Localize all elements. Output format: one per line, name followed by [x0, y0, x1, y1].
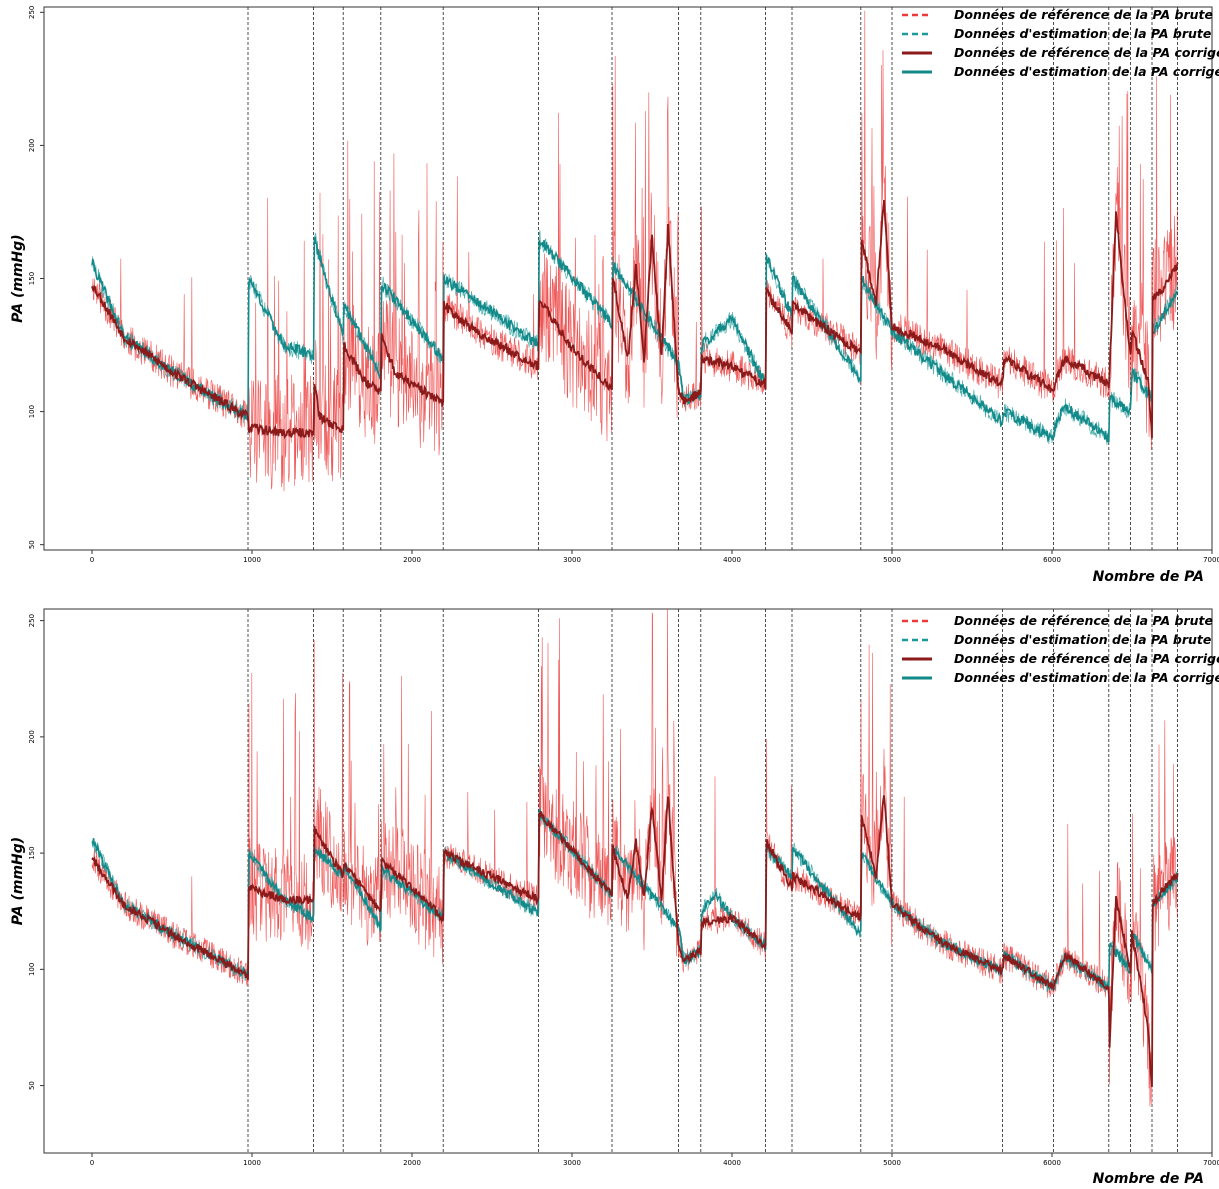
y-tick-label: 250 [28, 6, 36, 19]
legend-label: Données d'estimation de la PA corrigé [954, 670, 1219, 685]
legend: Données de référence de la PA brute Donné… [902, 7, 1219, 79]
x-tick-label: 0 [90, 556, 94, 564]
x-tick-label: 2000 [403, 556, 421, 564]
y-tick-label: 150 [28, 272, 36, 285]
y-tick-label: 200 [28, 139, 36, 152]
y-tick-label: 150 [28, 846, 36, 859]
x-tick-label: 7000 [1203, 556, 1219, 564]
x-tick-label: 4000 [723, 556, 741, 564]
legend-label: Données d'estimation de la PA corrigé [954, 64, 1219, 79]
y-tick-label: 250 [28, 614, 36, 627]
y-axis-title: PA (mmHg) [10, 234, 26, 322]
x-axis-title: Nombre de PA [1093, 569, 1204, 585]
series-est-corrected-line [91, 236, 1178, 443]
y-tick-label: 50 [28, 1081, 36, 1090]
legend-label: Données de référence de la PA brute [954, 7, 1213, 22]
x-tick-label: 5000 [883, 556, 901, 564]
x-tick-label: 3000 [563, 1159, 581, 1167]
x-axis-title: Nombre de PA [1093, 1171, 1204, 1187]
legend-label: Données de référence de la PA brute [954, 613, 1213, 628]
x-tick-label: 0 [90, 1159, 94, 1167]
x-tick-label: 5000 [883, 1159, 901, 1167]
y-tick-label: 100 [28, 963, 36, 976]
x-tick-label: 7000 [1203, 1159, 1219, 1167]
chart-panel-bottom: 0 1000 2000 3000 4000 5000 6000 7000 50 100 150 200… [0, 600, 1219, 1189]
x-tick-label: 1000 [243, 1159, 261, 1167]
legend-label: Données d'estimation de la PA brute [954, 26, 1211, 41]
plot-frame [43, 608, 1213, 1154]
y-axis-title: PA (mmHg) [10, 837, 26, 925]
plot-frame [43, 6, 1213, 551]
x-tick-label: 6000 [1043, 556, 1061, 564]
x-tick-label: 2000 [403, 1159, 421, 1167]
chart-bottom-svg: 0 1000 2000 3000 4000 5000 6000 7000 50 100 150 200… [10, 608, 1219, 1187]
plot-area [91, 609, 1179, 1107]
plot-area [91, 10, 1179, 492]
series-ref-corrected-line [91, 795, 1179, 1088]
y-tick-label: 50 [28, 540, 36, 549]
series-ref-corrected-line [91, 200, 1179, 440]
series-est-corrected-line [91, 808, 1179, 991]
y-tick-label: 200 [28, 730, 36, 743]
y-tick-label: 100 [28, 405, 36, 418]
x-tick-label: 6000 [1043, 1159, 1061, 1167]
x-tick-label: 3000 [563, 556, 581, 564]
legend-label: Données d'estimation de la PA brute [954, 632, 1211, 647]
x-tick-label: 4000 [723, 1159, 741, 1167]
chart-top-svg: 0 1000 2000 3000 4000 5000 6000 7000 50 100 150 200… [10, 6, 1219, 585]
legend-label: Données de référence de la PA corrigé [954, 45, 1219, 60]
x-tick-label: 1000 [243, 556, 261, 564]
legend-label: Données de référence de la PA corrigé [954, 651, 1219, 666]
legend: Données de référence de la PA brute Donné… [902, 613, 1219, 685]
chart-panel-top: 0 1000 2000 3000 4000 5000 6000 7000 50 100 150 200… [0, 0, 1219, 588]
